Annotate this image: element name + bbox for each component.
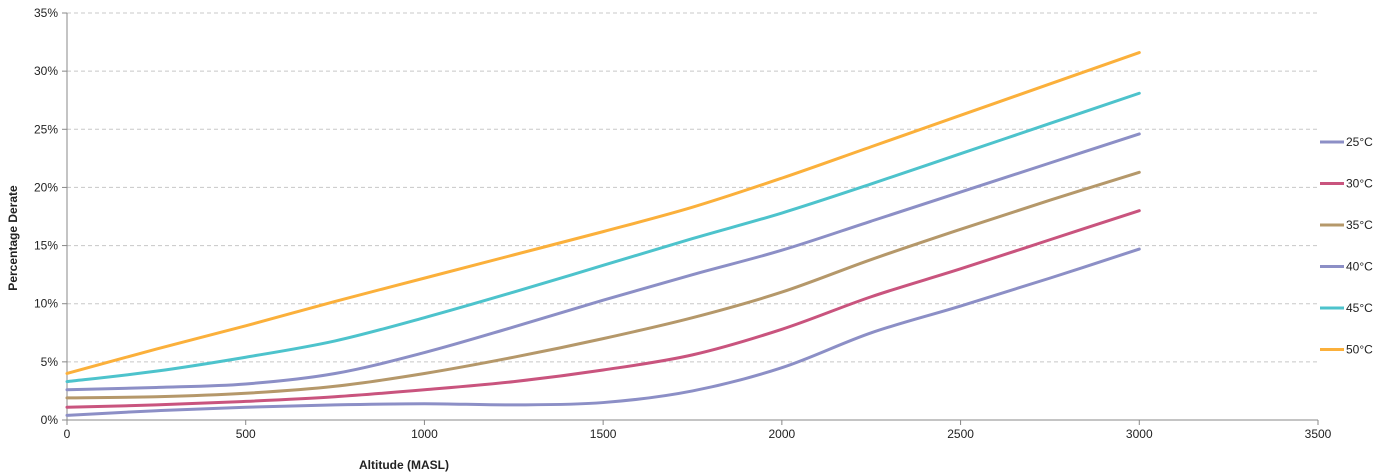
series-line-0 [65, 247, 1141, 417]
x-tick-label-6: 3000 [1126, 427, 1153, 441]
x-axis-title: Altitude (MASL) [359, 458, 449, 472]
gridlines [67, 12, 1318, 363]
legend-label-2: 35°C [1346, 218, 1373, 232]
x-tick-label-1: 500 [236, 427, 256, 441]
legend-label-4: 45°C [1346, 301, 1373, 315]
series-lines [65, 51, 1141, 417]
legend: 25°C 30°C 35°C 40°C 45°C 50°C [1320, 135, 1373, 357]
y-axis-tick-labels: 0% 5% 10% 15% 20% 25% 30% 35% [34, 6, 58, 427]
series-line-5 [65, 51, 1141, 375]
y-tick-label-6: 30% [34, 64, 58, 78]
x-tick-label-7: 3500 [1305, 427, 1332, 441]
y-tick-label-2: 10% [34, 297, 58, 311]
series-line-3 [65, 132, 1141, 392]
y-tick-label-4: 20% [34, 180, 58, 194]
y-tick-label-3: 15% [34, 239, 58, 253]
x-tick-label-3: 1500 [590, 427, 617, 441]
x-tick-label-5: 2500 [947, 427, 974, 441]
legend-label-5: 50°C [1346, 343, 1373, 357]
legend-label-1: 30°C [1346, 177, 1373, 191]
x-tick-label-0: 0 [64, 427, 71, 441]
x-axis-tick-labels: 0 500 1000 1500 2000 2500 3000 3500 [64, 427, 1332, 441]
legend-label-0: 25°C [1346, 135, 1373, 149]
y-tick-label-5: 25% [34, 122, 58, 136]
legend-label-3: 40°C [1346, 260, 1373, 274]
axes [62, 12, 1319, 425]
x-tick-label-2: 1000 [411, 427, 438, 441]
y-axis-title: Percentage Derate [6, 185, 20, 291]
y-tick-label-7: 35% [34, 6, 58, 20]
series-line-1 [65, 209, 1141, 409]
y-tick-label-0: 0% [41, 413, 59, 427]
series-line-2 [65, 170, 1141, 400]
x-tick-label-4: 2000 [769, 427, 796, 441]
series-line-4 [65, 91, 1141, 384]
y-tick-label-1: 5% [41, 355, 59, 369]
